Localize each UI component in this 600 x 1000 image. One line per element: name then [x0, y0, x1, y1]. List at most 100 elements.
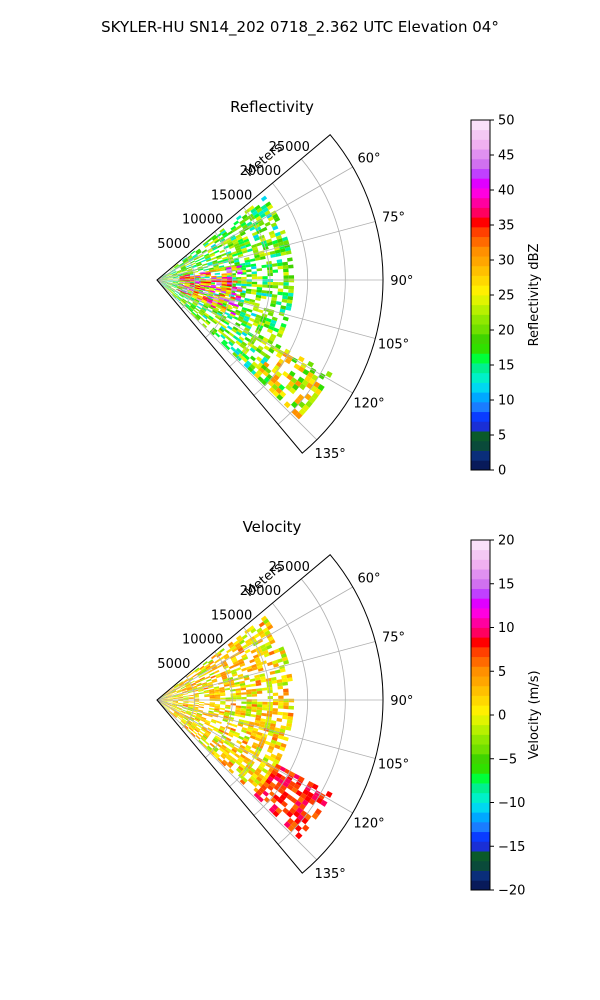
echo-cell	[252, 742, 259, 747]
echo-cell	[202, 241, 208, 246]
echo-cell	[241, 696, 247, 700]
colorbar-segment	[471, 158, 490, 170]
echo-cell	[233, 220, 240, 226]
echo-cell	[171, 691, 177, 694]
echo-cell	[220, 702, 226, 705]
echo-cell	[198, 302, 204, 306]
echo-cell	[202, 683, 208, 687]
echo-cell	[227, 305, 233, 310]
echo-cell	[241, 307, 248, 311]
echo-cell	[166, 704, 172, 708]
echo-cell	[273, 663, 279, 668]
echo-cell	[195, 680, 201, 684]
azimuth-spoke	[156, 699, 376, 759]
echo-cell	[193, 257, 200, 261]
echo-cell	[234, 713, 241, 717]
range-tick-label: 15000	[211, 188, 252, 203]
echo-cell	[283, 401, 291, 409]
echo-cell	[233, 303, 240, 308]
echo-cell	[172, 714, 177, 718]
echo-cell	[234, 245, 241, 250]
echo-cell	[257, 701, 263, 705]
echo-cell	[275, 352, 283, 359]
echo-cell	[206, 237, 213, 243]
echo-cell	[229, 313, 236, 318]
echo-cell	[273, 758, 280, 765]
echo-cell	[277, 291, 283, 296]
echo-cell	[200, 282, 206, 285]
echo-cell	[251, 699, 258, 702]
echo-cell	[161, 275, 167, 278]
echo-cell	[288, 771, 296, 778]
colorbar-tick-label: 35	[498, 219, 515, 234]
echo-cell	[177, 694, 183, 696]
echo-cell	[251, 781, 258, 788]
echo-cell	[278, 695, 284, 699]
echo-cell	[254, 736, 261, 742]
echo-cell	[258, 621, 265, 628]
echo-cell	[227, 230, 233, 236]
echo-cell	[224, 344, 231, 351]
echo-cell	[198, 689, 204, 692]
echo-cell	[172, 695, 178, 697]
velocity-title: Velocity	[243, 518, 302, 536]
echo-cell	[184, 285, 190, 288]
echo-cell	[235, 322, 241, 327]
echo-cell	[300, 792, 307, 800]
echo-cell	[267, 216, 274, 222]
echo-cell	[246, 701, 252, 705]
echo-cell	[203, 733, 209, 739]
echo-cell	[179, 682, 184, 686]
echo-cell	[166, 273, 172, 276]
echo-cell	[195, 261, 202, 265]
echo-cell	[219, 294, 226, 297]
echo-cell	[212, 300, 218, 304]
echo-cell	[166, 274, 172, 277]
echo-cell	[161, 282, 167, 285]
echo-cell	[180, 720, 186, 725]
echo-cell	[203, 268, 209, 271]
echo-cell	[231, 671, 237, 675]
echo-cell	[250, 714, 257, 718]
echo-cell	[162, 280, 168, 282]
echo-cell	[210, 286, 217, 289]
echo-cell	[194, 307, 200, 312]
colorbar-segment	[471, 646, 490, 658]
echo-cell	[259, 253, 266, 258]
echo-cell	[246, 274, 252, 277]
colorbar-segment	[471, 792, 490, 803]
echo-cell	[225, 251, 232, 255]
echo-cell	[213, 669, 220, 674]
echo-cell	[162, 280, 168, 283]
echo-cell	[257, 744, 264, 749]
echo-cell	[251, 706, 257, 710]
echo-cell	[283, 688, 289, 693]
echo-cell	[204, 703, 210, 706]
echo-cell	[185, 684, 191, 688]
echo-cell	[179, 275, 185, 277]
echo-cell	[244, 327, 251, 332]
echo-cell	[235, 283, 242, 286]
echo-cell	[241, 705, 247, 709]
echo-cell	[243, 300, 250, 304]
echo-cell	[200, 283, 206, 286]
echo-cell	[235, 234, 242, 239]
echo-cell	[166, 273, 172, 277]
echo-cell	[216, 283, 222, 286]
echo-cell	[203, 295, 209, 299]
echo-cell	[235, 688, 241, 691]
echo-cell	[243, 317, 249, 323]
echo-cell	[230, 693, 236, 696]
echo-cell	[214, 332, 221, 338]
colorbar-tick-label: 0	[498, 464, 506, 479]
echo-cell	[254, 720, 261, 724]
echo-cell	[182, 718, 188, 723]
echo-cell	[226, 287, 232, 291]
echo-cell	[237, 765, 244, 772]
echo-cell	[187, 707, 193, 710]
echo-cell	[230, 346, 236, 352]
echo-cell	[224, 687, 231, 691]
echo-cell	[215, 673, 221, 677]
echo-cell	[184, 281, 191, 283]
echo-cell	[282, 371, 289, 378]
